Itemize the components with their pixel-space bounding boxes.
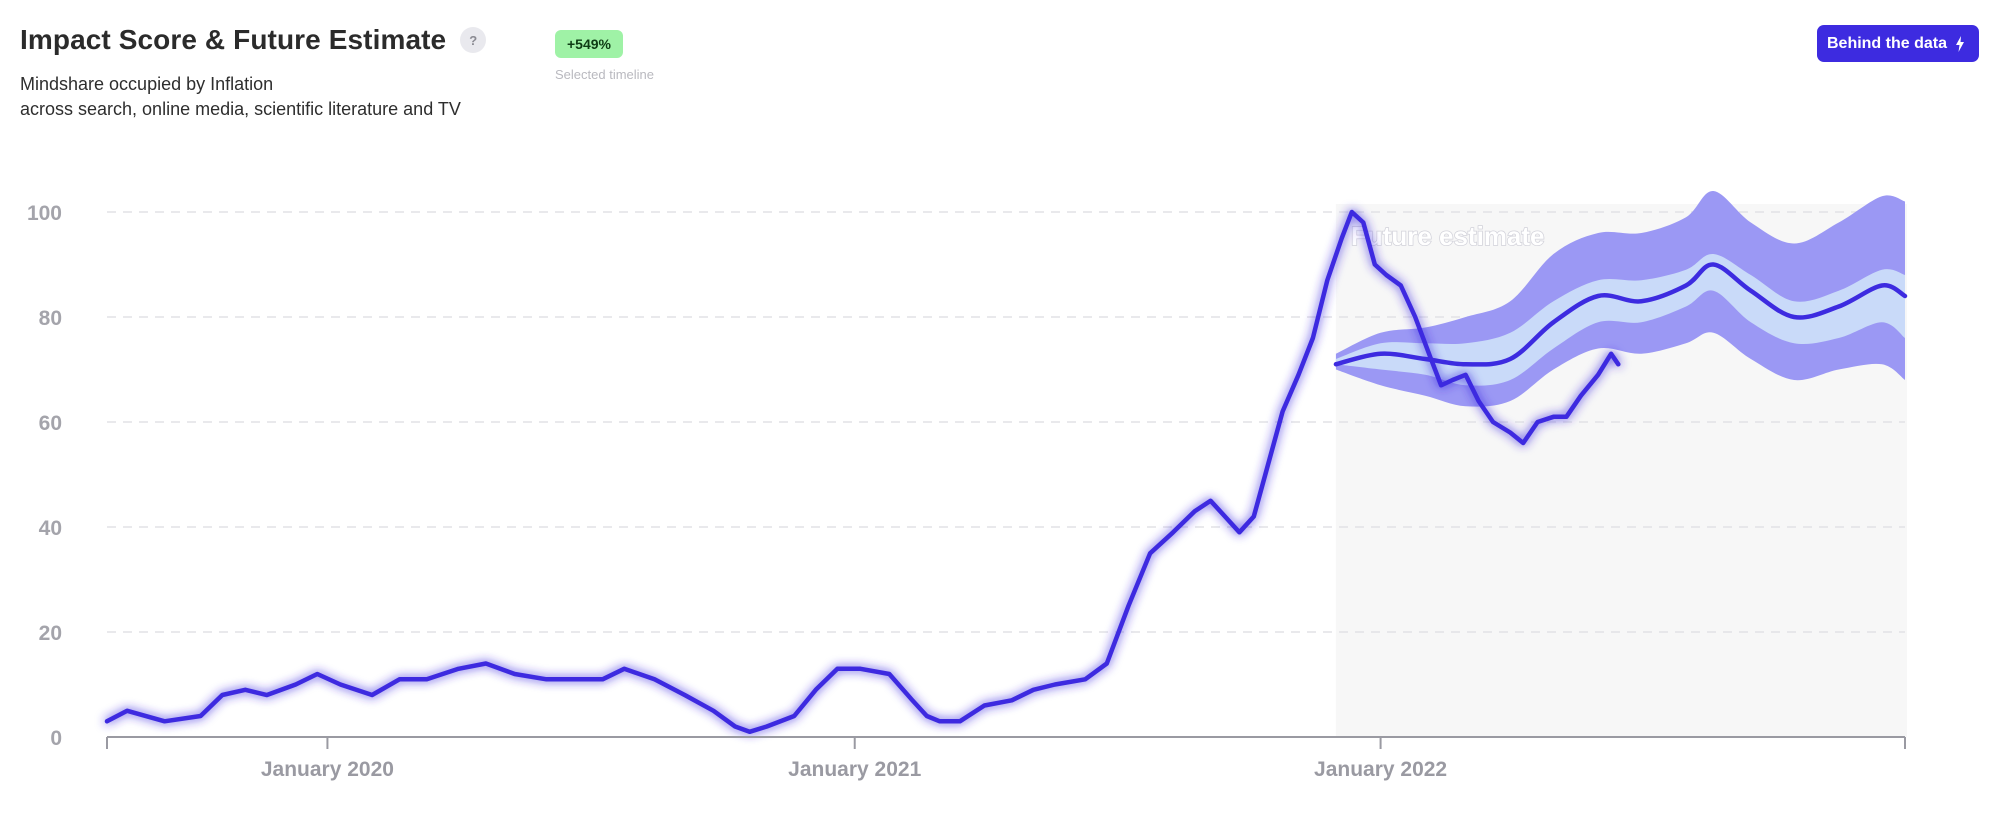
x-tick-label-2: January 2022 — [1314, 758, 1447, 781]
y-tick-label-80: 80 — [39, 307, 62, 330]
x-tick-label-0: January 2020 — [261, 758, 394, 781]
y-tick-label-60: 60 — [39, 412, 62, 435]
badge-caption: Selected timeline — [555, 67, 654, 82]
change-badge: +549% — [555, 30, 623, 58]
chart-subtitle: Mindshare occupied by Inflation across s… — [20, 72, 486, 122]
help-icon[interactable]: ? — [460, 27, 487, 53]
subtitle-line-2: across search, online media, scientific … — [20, 99, 461, 119]
future-estimate-label: Future estimate — [1351, 221, 1545, 251]
behind-the-data-label: Behind the data — [1826, 34, 1947, 52]
change-badge-group: +549% Selected timeline — [555, 30, 654, 82]
estimate-series-line — [1333, 262, 1908, 367]
subtitle-line-1: Mindshare occupied by Inflation — [20, 74, 274, 94]
y-tick-label-20: 20 — [39, 622, 62, 645]
y-tick-label-100: 100 — [27, 202, 62, 225]
series-lines — [104, 209, 1908, 735]
lightning-bolt-icon — [1956, 35, 1964, 52]
grid-lines — [107, 211, 1905, 633]
inner-confidence-band — [1335, 253, 1905, 386]
y-tick-label-40: 40 — [39, 517, 62, 540]
y-tick-labels: 0 20 40 60 80 100 — [27, 202, 62, 750]
chart-header: Impact Score & Future Estimate ? Mindsha… — [20, 24, 487, 122]
axes — [106, 736, 1906, 749]
behind-the-data-button[interactable]: Behind the data — [1816, 25, 1979, 62]
title-row: Impact Score & Future Estimate ? — [20, 24, 487, 56]
page-title: Impact Score & Future Estimate — [20, 24, 447, 55]
x-tick-label-1: January 2021 — [788, 758, 921, 781]
x-tick-labels: January 2020 January 2021 January 2022 — [261, 758, 1447, 781]
y-tick-label-0: 0 — [50, 727, 62, 750]
observed-series-line — [104, 209, 1621, 735]
